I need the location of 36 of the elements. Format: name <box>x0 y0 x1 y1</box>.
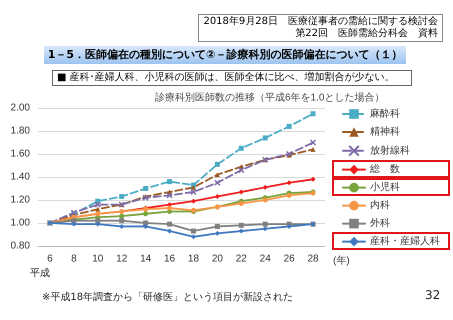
text: 2018年9月28日 医療従事者の需給に関する検討会 <box>203 16 438 28</box>
x-tick-label: 22 <box>236 254 248 264</box>
x-tick-label: 14 <box>140 254 152 264</box>
text: 32 <box>425 288 440 302</box>
text: ※平成18年調査から「研修医」という項目が新設された <box>42 290 294 304</box>
x-tick-label: 8 <box>71 254 78 264</box>
legend-label: 産科・産婦人科 <box>370 235 440 248</box>
x-tick-label: 28 <box>307 254 320 264</box>
chart-subtitle: ■ 産科･産婦人科、小児科の医師は、医師全体に比べ、増加割合が少ない。 <box>52 70 412 86</box>
legend-label: 外科 <box>370 217 390 230</box>
x-tick-label: 6 <box>47 254 54 264</box>
text: 平成 <box>30 266 50 280</box>
legend-label: 内科 <box>370 199 390 212</box>
x-tick-label: 10 <box>92 254 104 264</box>
x-axis-title: (年) <box>333 254 350 266</box>
x-tick-label: 18 <box>188 254 200 264</box>
y-tick-label: 2.00 <box>10 102 30 114</box>
chart-title: 1－5．医師偏在の種別について②－診療科別の医師偏在について（１） <box>44 46 406 64</box>
y-tick-label: 1.20 <box>10 194 30 206</box>
y-tick-label: 1.40 <box>10 172 30 182</box>
legend-label: 小児科 <box>370 181 400 194</box>
text: 診療科別医師数の推移（平成6年を1.0とした場合） <box>155 92 384 104</box>
y-tick-label: 1.60 <box>10 148 30 160</box>
x-tick-label: 16 <box>164 254 176 264</box>
text: 第22回 医師需給分科会 資料 <box>294 28 438 40</box>
x-tick-label: 20 <box>212 254 224 264</box>
legend-label: 総 数 <box>369 163 400 176</box>
legend-label: 放射線科 <box>370 144 410 156</box>
y-tick-label: 1.00 <box>10 218 30 228</box>
x-tick-label: 24 <box>260 254 272 264</box>
x-tick-label: 26 <box>284 254 296 264</box>
legend-label: 麻酔科 <box>370 108 400 120</box>
y-tick-label: 1.80 <box>10 126 30 136</box>
legend-label: 精神科 <box>370 126 400 138</box>
x-tick-label: 12 <box>116 254 128 264</box>
y-tick-label: 0.80 <box>10 240 30 252</box>
